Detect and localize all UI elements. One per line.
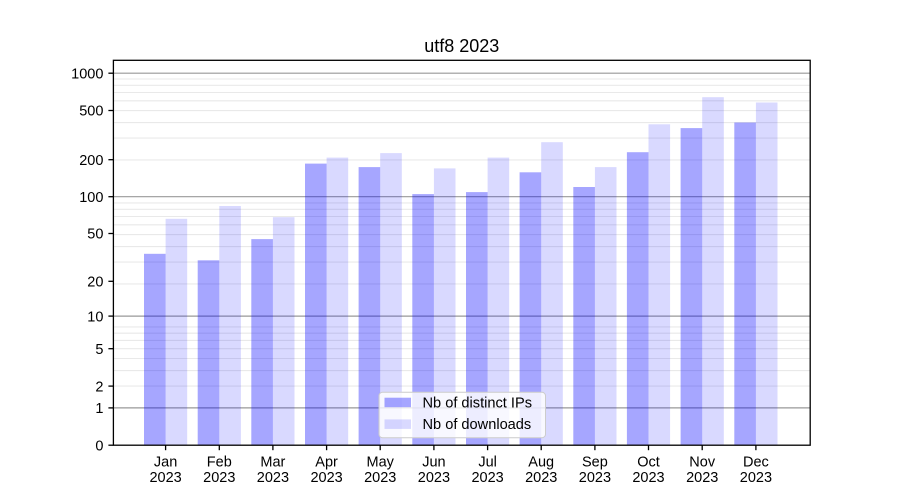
svg-text:2023: 2023 xyxy=(471,470,503,486)
svg-text:2: 2 xyxy=(95,379,103,395)
svg-text:Feb: Feb xyxy=(207,454,232,470)
svg-text:2023: 2023 xyxy=(632,470,664,486)
svg-text:Jan: Jan xyxy=(154,454,177,470)
svg-text:Jul: Jul xyxy=(478,454,497,470)
svg-text:10: 10 xyxy=(87,309,103,325)
svg-text:Nb of downloads: Nb of downloads xyxy=(423,417,532,433)
svg-text:2023: 2023 xyxy=(525,470,557,486)
svg-text:2023: 2023 xyxy=(203,470,235,486)
svg-text:Dec: Dec xyxy=(743,454,769,470)
svg-text:2023: 2023 xyxy=(257,470,289,486)
svg-text:2023: 2023 xyxy=(418,470,450,486)
svg-text:0: 0 xyxy=(95,438,103,454)
svg-text:Sep: Sep xyxy=(582,454,608,470)
svg-text:5: 5 xyxy=(95,342,103,358)
svg-text:Jun: Jun xyxy=(422,454,445,470)
svg-text:2023: 2023 xyxy=(364,470,396,486)
svg-text:Mar: Mar xyxy=(260,454,285,470)
svg-text:200: 200 xyxy=(79,153,103,169)
svg-text:2023: 2023 xyxy=(740,470,772,486)
svg-text:May: May xyxy=(366,454,394,470)
svg-text:50: 50 xyxy=(87,227,103,243)
svg-text:2023: 2023 xyxy=(310,470,342,486)
svg-text:500: 500 xyxy=(79,104,103,120)
svg-text:2023: 2023 xyxy=(579,470,611,486)
svg-text:Nb of distinct IPs: Nb of distinct IPs xyxy=(423,396,533,412)
svg-text:100: 100 xyxy=(79,190,103,206)
svg-text:utf8 2023: utf8 2023 xyxy=(424,36,499,56)
svg-text:Oct: Oct xyxy=(637,454,660,470)
svg-text:1000: 1000 xyxy=(71,66,103,82)
svg-text:2023: 2023 xyxy=(686,470,718,486)
svg-text:1: 1 xyxy=(95,401,103,417)
svg-text:20: 20 xyxy=(87,275,103,291)
svg-text:Nov: Nov xyxy=(689,454,716,470)
svg-text:2023: 2023 xyxy=(149,470,181,486)
svg-text:Apr: Apr xyxy=(315,454,338,470)
svg-text:Aug: Aug xyxy=(528,454,554,470)
